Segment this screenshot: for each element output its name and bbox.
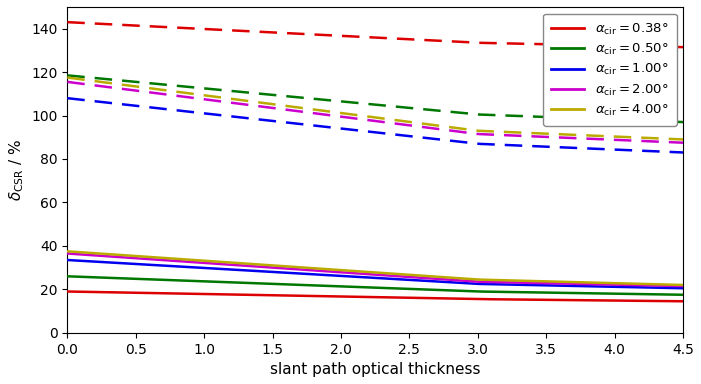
Legend: $\alpha_{\mathrm{cir}}=0.38°$, $\alpha_{\mathrm{cir}}=0.50°$, $\alpha_{\mathrm{c: $\alpha_{\mathrm{cir}}=0.38°$, $\alpha_{… [543,13,676,126]
X-axis label: slant path optical thickness: slant path optical thickness [270,362,480,377]
Y-axis label: $\delta_{\mathrm{CSR}}$ / %: $\delta_{\mathrm{CSR}}$ / % [7,139,26,201]
